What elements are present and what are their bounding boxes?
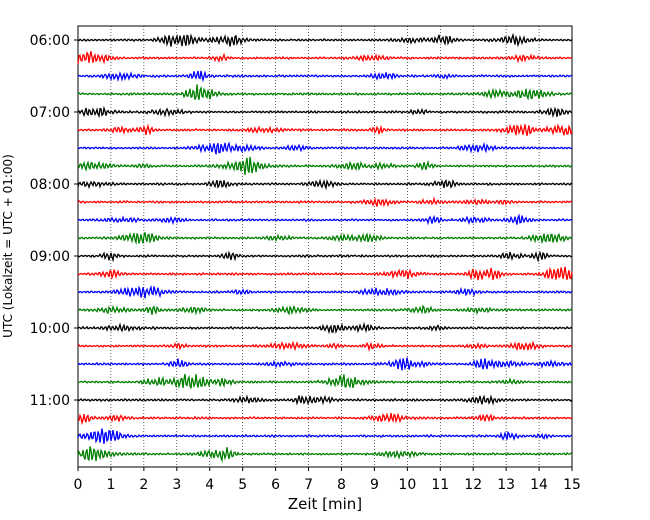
trace-5 [77,123,573,136]
x-tick-label-0: 0 [74,477,83,493]
x-tick-label-14: 14 [530,477,548,493]
trace-14 [77,284,573,299]
trace-12 [77,250,573,263]
trace-6 [77,141,573,155]
y-tick-label-3: 09:00 [30,249,70,265]
plot-area [77,25,573,468]
x-axis-ticks: 0 1 2 3 4 5 6 7 8 9 10 11 12 13 14 15 [74,467,581,493]
y-tick-label-1: 07:00 [30,105,70,121]
trace-7 [77,156,573,175]
y-axis-label: UTC (Lokalzeit = UTC + 01:00) [1,154,15,338]
trace-10 [77,213,573,226]
x-tick-label-8: 8 [337,477,346,493]
trace-21 [77,412,573,426]
trace-1 [77,50,573,65]
y-tick-label-5: 11:00 [30,393,70,409]
trace-20 [77,394,573,406]
trace-19 [77,373,573,389]
x-tick-label-9: 9 [370,477,379,493]
trace-18 [77,357,573,371]
traces [77,32,573,463]
trace-3 [77,84,573,101]
x-tick-label-6: 6 [271,477,280,493]
trace-15 [77,304,573,316]
x-tick-label-13: 13 [497,477,515,493]
trace-16 [77,321,573,335]
y-tick-label-2: 08:00 [30,177,70,193]
x-tick-label-15: 15 [563,477,581,493]
trace-17 [77,340,573,352]
x-tick-label-7: 7 [304,477,313,493]
trace-0 [77,32,573,48]
trace-9 [77,196,573,208]
y-axis-ticks: 06:00 07:00 08:00 09:00 10:00 11:00 [30,33,78,409]
x-axis-label: Zeit [min] [288,495,362,513]
y-tick-label-4: 10:00 [30,321,70,337]
trace-2 [77,70,573,83]
x-tick-label-12: 12 [464,477,482,493]
trace-4 [77,105,573,119]
x-tick-label-5: 5 [238,477,247,493]
x-tick-label-3: 3 [172,477,181,493]
x-tick-label-4: 4 [205,477,214,493]
trace-23 [77,446,573,463]
x-tick-label-2: 2 [139,477,148,493]
trace-22 [77,428,572,444]
trace-13 [77,266,573,281]
y-tick-label-0: 06:00 [30,33,70,49]
x-tick-label-1: 1 [106,477,115,493]
trace-11 [77,232,573,245]
x-tick-label-11: 11 [431,477,449,493]
x-tick-label-10: 10 [398,477,416,493]
trace-8 [77,178,573,191]
